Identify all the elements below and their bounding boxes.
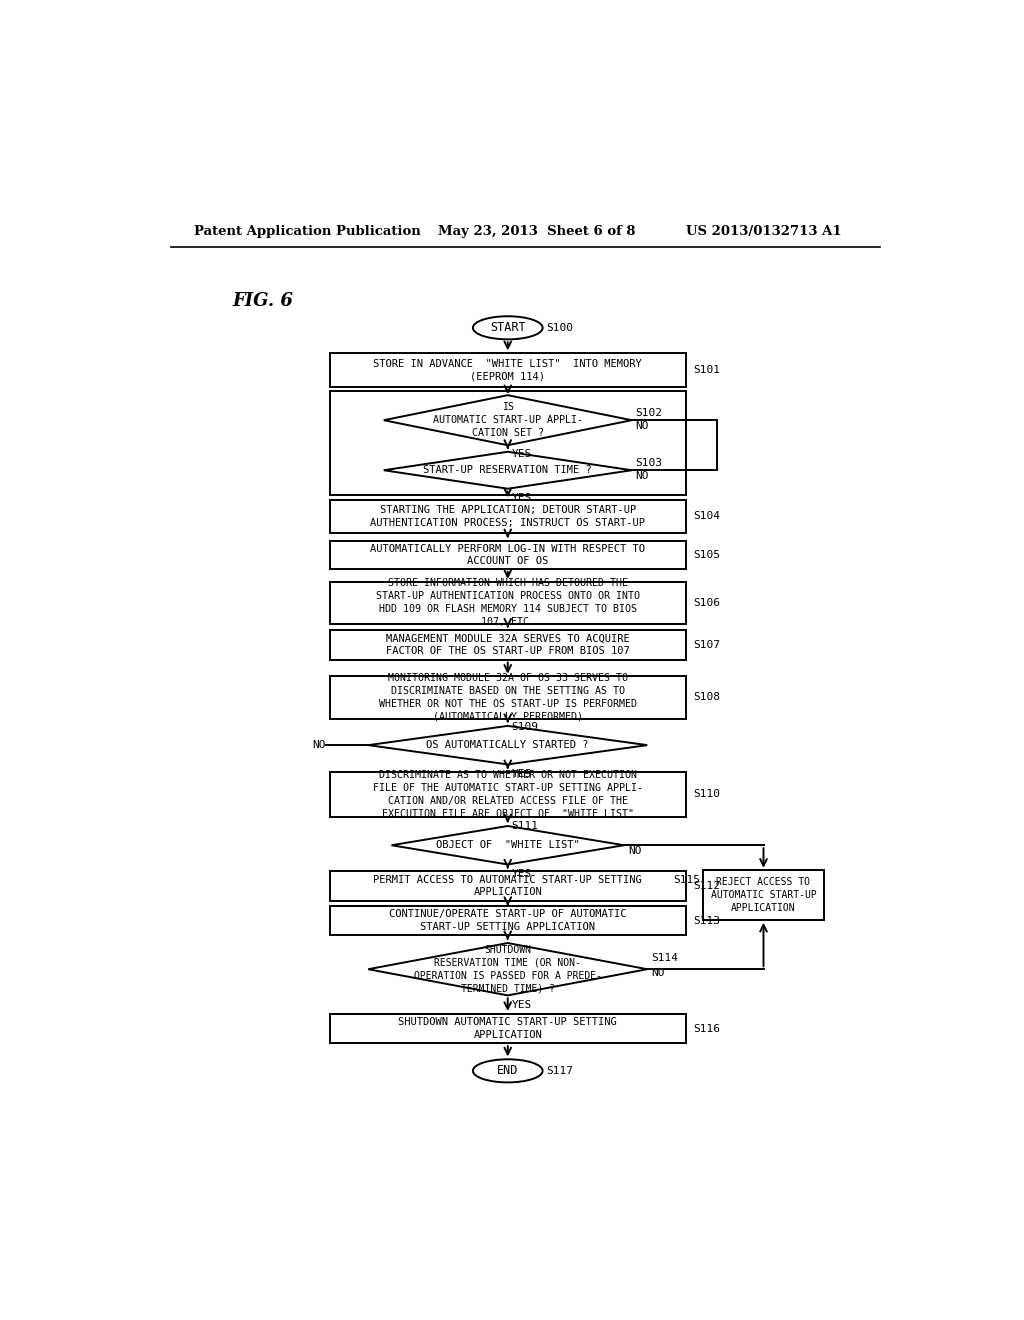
Text: S111: S111	[512, 821, 539, 832]
Text: NO: NO	[312, 741, 326, 750]
Text: PERMIT ACCESS TO AUTOMATIC START-UP SETTING
APPLICATION: PERMIT ACCESS TO AUTOMATIC START-UP SETT…	[374, 875, 642, 898]
Text: MANAGEMENT MODULE 32A SERVES TO ACQUIRE
FACTOR OF THE OS START-UP FROM BIOS 107: MANAGEMENT MODULE 32A SERVES TO ACQUIRE …	[386, 634, 630, 656]
Text: START-UP RESERVATION TIME ?: START-UP RESERVATION TIME ?	[423, 465, 592, 475]
Text: NO: NO	[636, 421, 649, 432]
Polygon shape	[384, 451, 632, 488]
Text: YES: YES	[512, 768, 531, 779]
Text: S100: S100	[547, 323, 573, 333]
Text: SHUTDOWN
RESERVATION TIME (OR NON-
OPERATION IS PASSED FOR A PREDE-
TERMINED TIM: SHUTDOWN RESERVATION TIME (OR NON- OPERA…	[414, 945, 602, 994]
FancyBboxPatch shape	[330, 352, 686, 388]
Text: S112: S112	[693, 880, 721, 891]
FancyBboxPatch shape	[330, 631, 686, 660]
Text: S103: S103	[636, 458, 663, 467]
Text: S101: S101	[693, 366, 721, 375]
Text: S115: S115	[673, 875, 700, 884]
Text: May 23, 2013  Sheet 6 of 8: May 23, 2013 Sheet 6 of 8	[438, 224, 636, 238]
Text: S104: S104	[693, 511, 721, 521]
FancyBboxPatch shape	[330, 1014, 686, 1043]
Ellipse shape	[473, 317, 543, 339]
Text: NO: NO	[651, 968, 665, 978]
Text: END: END	[497, 1064, 518, 1077]
Ellipse shape	[473, 1059, 543, 1082]
Text: START: START	[489, 321, 525, 334]
Polygon shape	[384, 395, 632, 445]
Text: S110: S110	[693, 789, 721, 800]
Text: AUTOMATICALLY PERFORM LOG-IN WITH RESPECT TO
ACCOUNT OF OS: AUTOMATICALLY PERFORM LOG-IN WITH RESPEC…	[371, 544, 645, 566]
Text: YES: YES	[512, 449, 531, 459]
Text: S107: S107	[693, 640, 721, 649]
FancyBboxPatch shape	[330, 676, 686, 718]
Text: S109: S109	[512, 722, 539, 733]
Text: S117: S117	[547, 1065, 573, 1076]
Text: S116: S116	[693, 1023, 721, 1034]
FancyBboxPatch shape	[330, 500, 686, 533]
Text: DISCRIMINATE AS TO WHETHER OR NOT EXECUTION
FILE OF THE AUTOMATIC START-UP SETTI: DISCRIMINATE AS TO WHETHER OR NOT EXECUT…	[373, 770, 643, 818]
Text: S113: S113	[693, 916, 721, 925]
Text: S102: S102	[636, 408, 663, 417]
Text: S105: S105	[693, 550, 721, 560]
FancyBboxPatch shape	[330, 906, 686, 936]
Text: S106: S106	[693, 598, 721, 607]
Polygon shape	[369, 726, 647, 764]
Text: FIG. 6: FIG. 6	[232, 292, 294, 310]
FancyBboxPatch shape	[330, 871, 686, 900]
Polygon shape	[391, 826, 624, 865]
Text: CONTINUE/OPERATE START-UP OF AUTOMATIC
START-UP SETTING APPLICATION: CONTINUE/OPERATE START-UP OF AUTOMATIC S…	[389, 909, 627, 932]
Text: STARTING THE APPLICATION; DETOUR START-UP
AUTHENTICATION PROCESS; INSTRUCT OS ST: STARTING THE APPLICATION; DETOUR START-U…	[371, 506, 645, 528]
Polygon shape	[369, 942, 647, 995]
Text: STORE INFORMATION WHICH HAS DETOURED THE
START-UP AUTHENTICATION PROCESS ONTO OR: STORE INFORMATION WHICH HAS DETOURED THE…	[376, 578, 640, 627]
Text: REJECT ACCESS TO
AUTOMATIC START-UP
APPLICATION: REJECT ACCESS TO AUTOMATIC START-UP APPL…	[711, 878, 816, 913]
Text: NO: NO	[628, 846, 641, 857]
Text: MONITORING MODULE 32A OF OS 33 SERVES TO
DISCRIMINATE BASED ON THE SETTING AS TO: MONITORING MODULE 32A OF OS 33 SERVES TO…	[379, 673, 637, 722]
Text: YES: YES	[512, 999, 531, 1010]
Text: SHUTDOWN AUTOMATIC START-UP SETTING
APPLICATION: SHUTDOWN AUTOMATIC START-UP SETTING APPL…	[398, 1018, 617, 1040]
Text: STORE IN ADVANCE  "WHITE LIST"  INTO MEMORY
(EEPROM 114): STORE IN ADVANCE "WHITE LIST" INTO MEMOR…	[374, 359, 642, 381]
Text: S114: S114	[651, 953, 678, 962]
FancyBboxPatch shape	[330, 582, 686, 624]
FancyBboxPatch shape	[703, 870, 823, 920]
FancyBboxPatch shape	[330, 541, 686, 569]
Text: IS
AUTOMATIC START-UP APPLI-
CATION SET ?: IS AUTOMATIC START-UP APPLI- CATION SET …	[433, 403, 583, 438]
Text: OS AUTOMATICALLY STARTED ?: OS AUTOMATICALLY STARTED ?	[427, 741, 589, 750]
Text: US 2013/0132713 A1: US 2013/0132713 A1	[686, 224, 842, 238]
Text: Patent Application Publication: Patent Application Publication	[194, 224, 421, 238]
FancyBboxPatch shape	[330, 772, 686, 817]
Text: S108: S108	[693, 693, 721, 702]
Text: NO: NO	[636, 471, 649, 482]
Text: YES: YES	[512, 492, 531, 503]
Text: YES: YES	[512, 869, 531, 879]
Text: OBJECT OF  "WHITE LIST": OBJECT OF "WHITE LIST"	[436, 841, 580, 850]
